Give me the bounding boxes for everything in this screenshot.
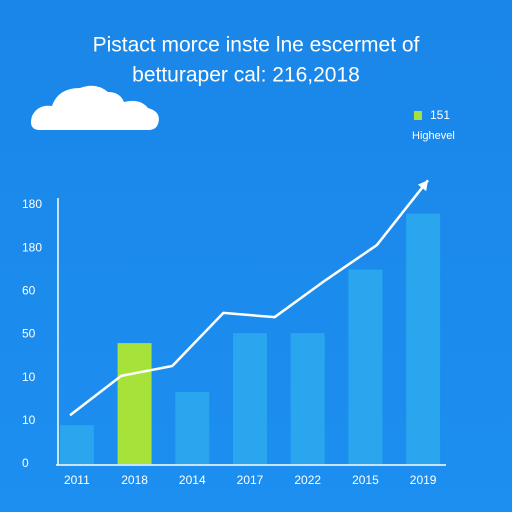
x-tick-label: 2014 [179, 473, 206, 487]
bar [59, 425, 94, 464]
legend-value: 151 [430, 108, 450, 122]
y-tick-label: 180 [22, 197, 42, 211]
legend-swatch [414, 111, 422, 120]
y-tick-label: 180 [22, 240, 42, 254]
chart-title: Pistact morce inste lne escermet of [93, 34, 420, 57]
bar [406, 213, 441, 464]
trend-arrowhead [417, 180, 428, 192]
bar [290, 333, 325, 464]
cloud [31, 85, 159, 130]
x-tick-label: 2015 [352, 473, 379, 487]
x-tick-label: 2011 [64, 473, 90, 487]
chart-subtitle: betturaper cal: 216,2018 [132, 64, 360, 87]
bar [117, 343, 152, 464]
x-tick-label: 2019 [410, 473, 437, 487]
y-tick-label: 0 [22, 456, 29, 470]
y-tick-label: 10 [22, 413, 36, 427]
x-tick-label: 2018 [121, 473, 148, 487]
bar [175, 391, 210, 464]
bar [233, 333, 267, 464]
x-tick-label: 2022 [294, 473, 321, 487]
trend-line [69, 179, 429, 417]
x-tick-label: 2017 [237, 473, 264, 487]
y-tick-label: 10 [22, 370, 36, 384]
y-tick-label: 60 [22, 283, 36, 297]
bar [348, 269, 383, 464]
legend-label: Highevel [412, 130, 455, 142]
y-tick-label: 50 [22, 327, 36, 341]
